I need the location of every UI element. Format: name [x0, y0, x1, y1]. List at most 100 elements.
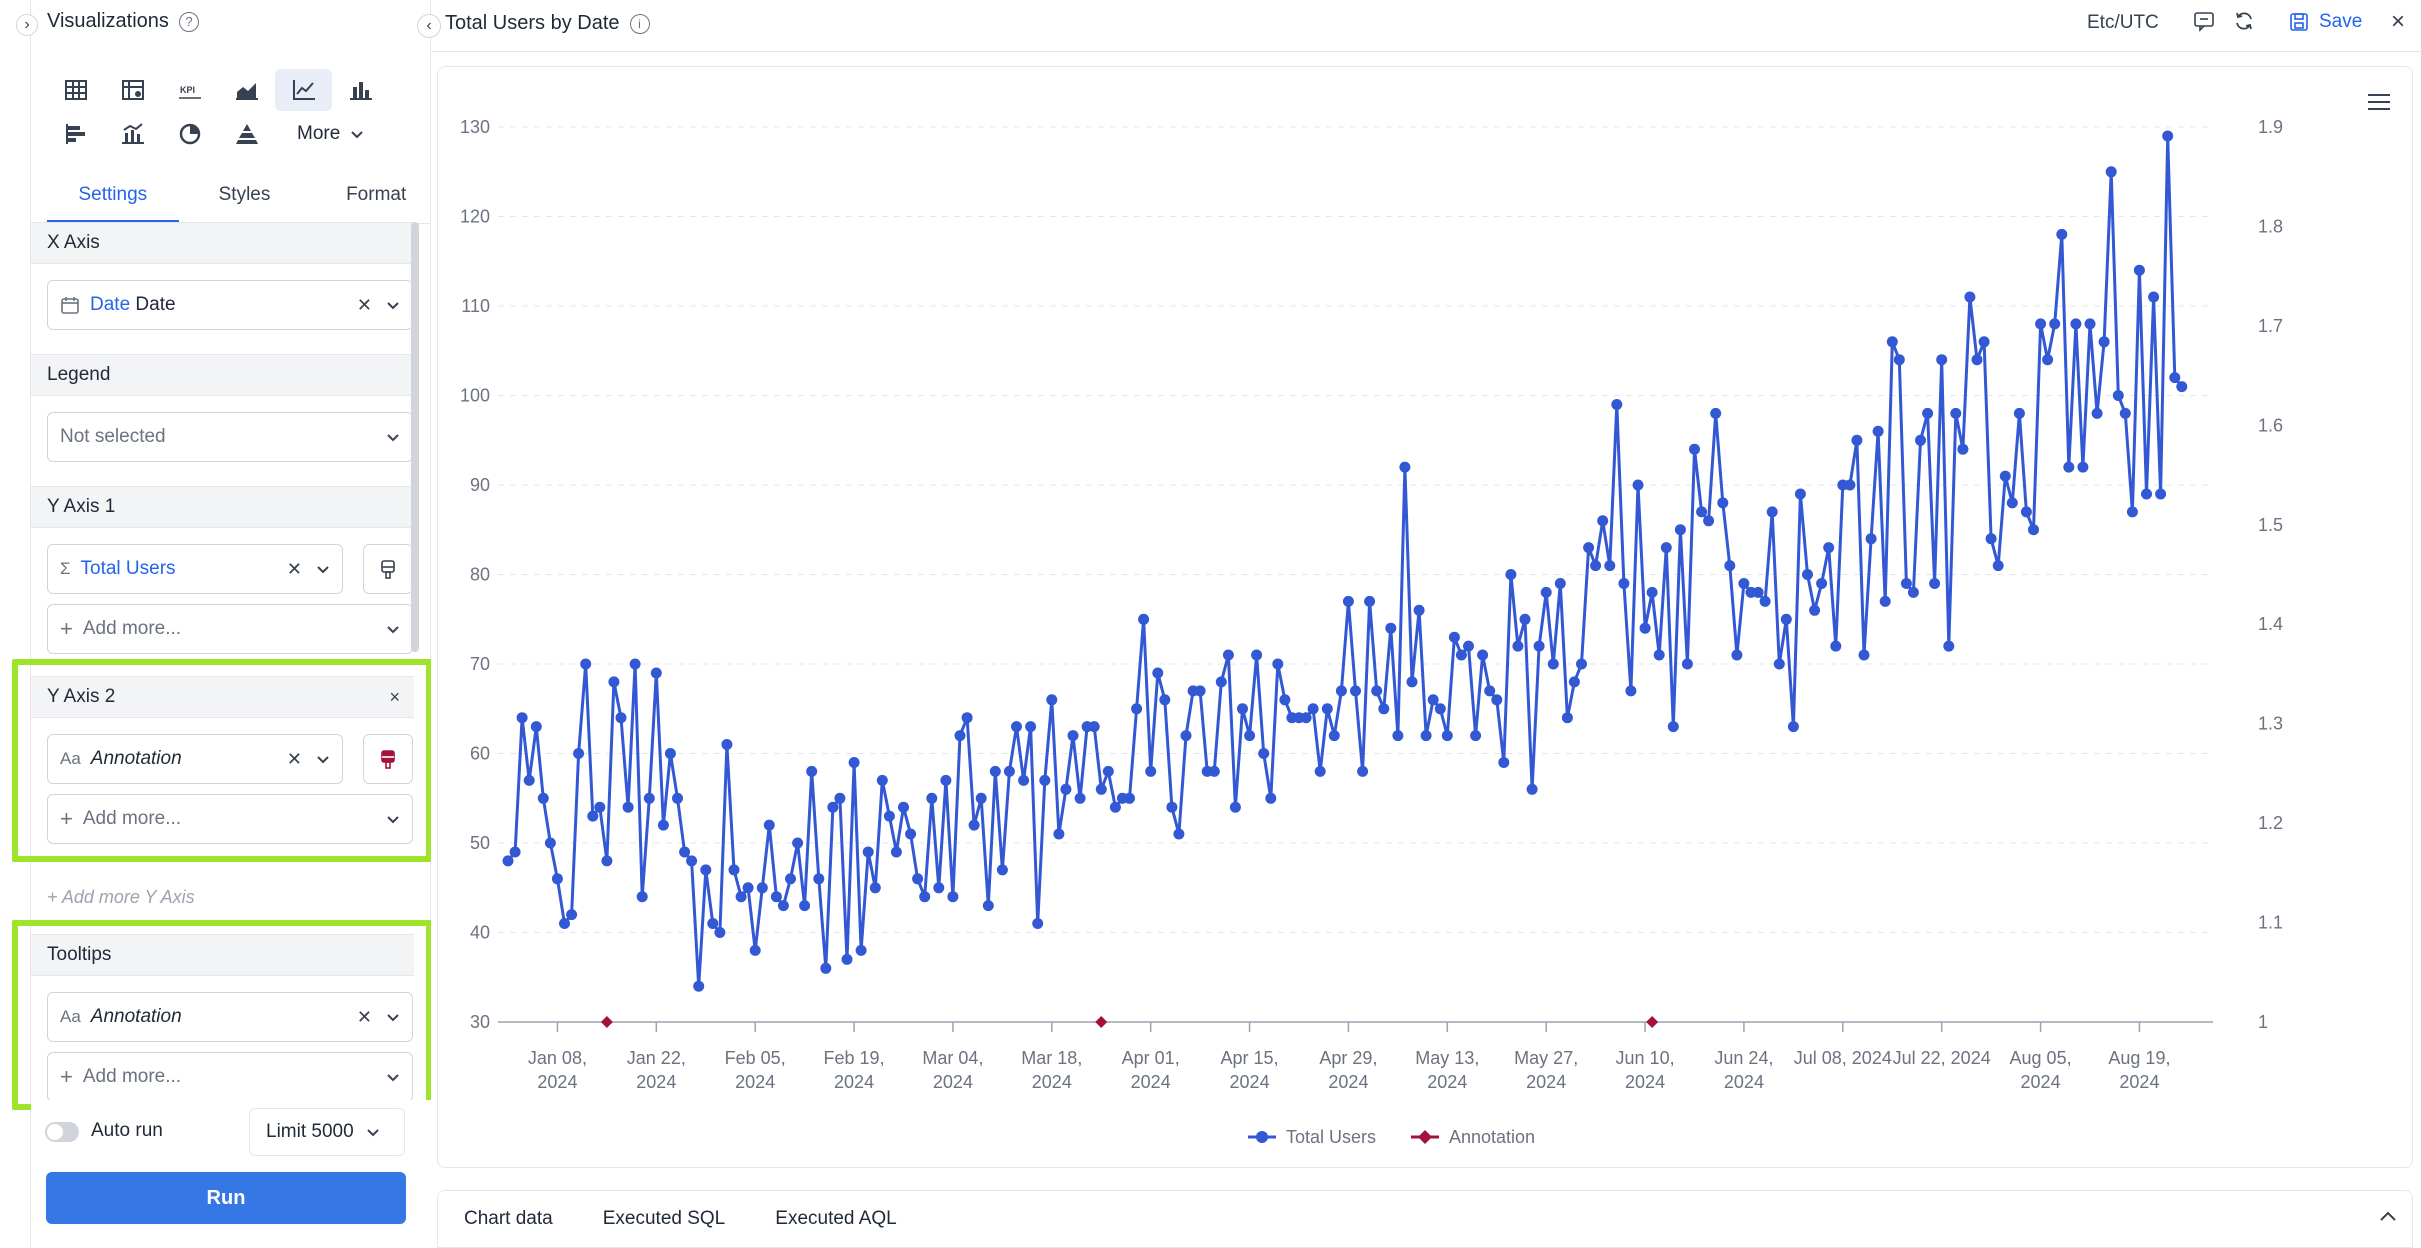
combo-chart-viz-button[interactable]	[104, 113, 161, 155]
x-tick-label: Jun 10,	[1616, 1048, 1675, 1068]
help-icon[interactable]: ?	[178, 11, 199, 32]
data-point-total-users	[947, 891, 959, 903]
comment-icon[interactable]	[2193, 10, 2215, 32]
save-icon	[2290, 13, 2308, 31]
data-point-total-users	[537, 792, 549, 804]
limit-select[interactable]: Limit 5000	[249, 1108, 405, 1156]
tab-styles[interactable]: Styles	[218, 184, 271, 205]
data-point-total-users	[2006, 497, 2018, 509]
data-point-total-users	[1802, 569, 1813, 580]
clear-icon[interactable]: ✕	[286, 558, 302, 579]
data-point-total-users	[1491, 694, 1503, 706]
save-button[interactable]: Save	[2289, 11, 2362, 33]
y-left-tick-label: 50	[470, 833, 490, 853]
kpi-viz-button[interactable]: KPI	[161, 69, 218, 111]
data-point-total-users	[636, 891, 648, 903]
remove-y-axis-2-icon[interactable]: ×	[389, 686, 400, 707]
chevron-down-icon[interactable]	[316, 562, 330, 576]
refresh-icon[interactable]	[2233, 10, 2255, 32]
data-point-total-users	[1590, 560, 1602, 572]
data-point-total-users	[1152, 667, 1164, 679]
chevron-down-icon[interactable]	[386, 1010, 400, 1024]
x-tick-label: 2024	[1427, 1072, 1467, 1092]
chevron-up-icon[interactable]	[2378, 1207, 2398, 1227]
funnel-chart-viz-button[interactable]	[218, 113, 275, 155]
clear-icon[interactable]: ✕	[356, 294, 372, 315]
text-type-icon: Aa	[60, 1007, 81, 1026]
bar-chart-viz-button[interactable]	[332, 69, 389, 111]
y-left-tick-label: 110	[461, 296, 490, 316]
settings-scrollbar[interactable]	[411, 222, 419, 652]
data-point-total-users	[2049, 318, 2061, 330]
data-point-total-users	[700, 864, 712, 876]
data-point-total-users	[643, 792, 655, 804]
data-point-total-users	[1696, 506, 1708, 518]
tooltips-add-more[interactable]: + Add more...	[47, 1052, 413, 1102]
pivot-table-icon	[121, 80, 144, 100]
y-axis-1-add-more[interactable]: + Add more...	[47, 604, 413, 654]
y-axis-1-color-button[interactable]	[363, 544, 413, 594]
close-icon[interactable]: ×	[2391, 8, 2406, 35]
chevron-down-icon[interactable]	[316, 752, 330, 766]
highlight-y-axis-2	[12, 659, 432, 862]
pie-chart-viz-button[interactable]	[161, 113, 218, 155]
data-point-total-users	[1180, 730, 1192, 742]
tab-settings[interactable]: Settings	[47, 176, 179, 223]
data-point-total-users	[1731, 649, 1743, 661]
y-axis-2-field[interactable]: Aa Annotation ✕	[47, 734, 343, 784]
y-axis-2-add-more[interactable]: + Add more...	[47, 794, 413, 844]
data-point-total-users	[1964, 291, 1976, 303]
chevron-down-icon[interactable]	[386, 298, 400, 312]
data-point-total-users	[1074, 792, 1086, 804]
data-point-total-users	[1011, 721, 1022, 733]
data-point-total-users	[1434, 703, 1446, 715]
table-viz-button[interactable]	[47, 69, 104, 111]
data-point-total-users	[1109, 801, 1121, 813]
tooltips-field[interactable]: Aa Annotation ✕	[47, 992, 413, 1042]
data-point-total-users	[1759, 595, 1771, 607]
x-axis-field[interactable]: Date Date ✕	[47, 280, 413, 330]
y-axis-2-color-button[interactable]	[363, 734, 413, 784]
panel-tabs: Settings Styles Format	[47, 176, 442, 224]
collapse-panel-button[interactable]: ‹	[417, 14, 441, 38]
more-visualizations-button[interactable]: More	[275, 123, 364, 145]
clear-icon[interactable]: ✕	[286, 748, 302, 769]
x-axis-field-type: Date	[90, 294, 131, 315]
data-point-total-users	[1258, 748, 1270, 759]
chevron-left-icon: ‹	[426, 17, 432, 34]
x-tick-label: May 27,	[1514, 1048, 1578, 1068]
legend-label: Annotation	[1449, 1127, 1535, 1147]
data-point-total-users	[523, 774, 535, 786]
x-axis-section-header: X Axis	[31, 222, 414, 264]
data-point-total-users	[898, 801, 909, 813]
line-chart-viz-button[interactable]	[275, 69, 332, 111]
data-point-total-users	[1053, 828, 1065, 840]
highlight-tooltips	[12, 920, 432, 1110]
pivot-table-viz-button[interactable]	[104, 69, 161, 111]
timezone-label[interactable]: Etc/UTC	[2087, 12, 2159, 33]
data-point-total-users	[1950, 407, 1962, 419]
data-point-total-users	[2056, 228, 2068, 240]
auto-run-toggle[interactable]	[45, 1122, 79, 1142]
data-point-total-users	[1215, 676, 1227, 688]
area-chart-viz-button[interactable]	[218, 69, 275, 111]
clear-icon[interactable]: ✕	[356, 1006, 372, 1027]
tab-format[interactable]: Format	[346, 184, 407, 205]
tab-chart-data[interactable]: Chart data	[464, 1208, 553, 1229]
data-point-total-users	[806, 765, 818, 777]
tab-executed-sql[interactable]: Executed SQL	[602, 1208, 726, 1229]
info-icon[interactable]: i	[629, 13, 650, 34]
y-axis-1-field[interactable]: Σ Total Users ✕	[47, 544, 343, 594]
data-point-total-users	[1943, 640, 1955, 652]
expand-rail-button[interactable]: ›	[16, 14, 38, 36]
data-point-total-users	[693, 980, 705, 992]
x-tick-label: Apr 01,	[1122, 1048, 1180, 1068]
tab-executed-aql[interactable]: Executed AQL	[775, 1208, 897, 1229]
add-more-y-axis-link[interactable]: + Add more Y Axis	[47, 887, 195, 907]
run-button[interactable]: Run	[46, 1172, 406, 1224]
legend-select[interactable]: Not selected	[47, 412, 413, 462]
data-point-total-users	[721, 739, 733, 750]
data-point-total-users	[770, 891, 782, 903]
data-point-total-users	[2112, 390, 2124, 401]
horizontal-bar-viz-button[interactable]	[47, 113, 104, 155]
